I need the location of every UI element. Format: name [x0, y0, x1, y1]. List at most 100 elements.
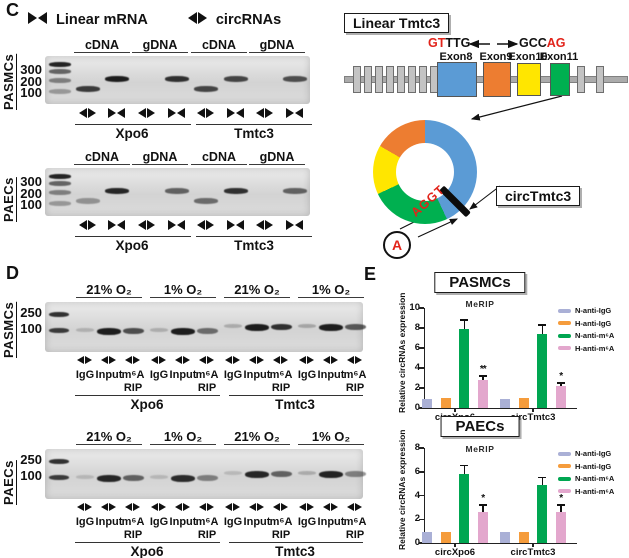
- lane-header-cdna: cDNA: [191, 150, 247, 165]
- rip-band: [319, 324, 343, 331]
- ladder-size-label: 200: [20, 186, 42, 201]
- divergent-arrows-icon: [125, 503, 140, 511]
- y-tick-label: 0: [414, 402, 420, 413]
- divergent-arrows-icon: [187, 11, 207, 29]
- legend-circrnas: circRNAs: [187, 11, 281, 29]
- lane-header-gdna: gDNA: [249, 38, 305, 53]
- lane-header-gdna: gDNA: [249, 150, 305, 165]
- bar-h-anti-m-a: [477, 380, 488, 408]
- convergent-arrows-icon: [108, 220, 125, 230]
- divergent-arrows-icon: [347, 503, 362, 511]
- lane-header-cdna: cDNA: [74, 38, 130, 53]
- rip-band: [270, 471, 292, 477]
- convergent-arrows-icon: [168, 108, 185, 118]
- rip-lane-label: IgG: [75, 369, 95, 381]
- y-tick-mark: [419, 307, 424, 309]
- divergent-arrows-icon: [323, 356, 338, 364]
- rip-label: RIP: [345, 529, 365, 541]
- y-tick-mark: [419, 447, 424, 449]
- pcr-band: [224, 76, 248, 82]
- convergent-arrows-icon: [168, 220, 185, 230]
- gel-panel-d-pasmcs: PASMCs 21% O₂ 1% O₂ 21% O₂ 1% O₂ 250 100 IgG In…: [0, 278, 372, 412]
- divergent-arrows-icon: [175, 503, 190, 511]
- divergent-arrows-icon: [77, 356, 92, 364]
- condition-header: 1% O₂: [150, 429, 216, 445]
- rip-lane-label: m⁶A: [195, 516, 219, 528]
- condition-header: 21% O₂: [76, 429, 142, 445]
- ladder-band: [49, 78, 71, 83]
- rip-lane-label: m⁶A: [121, 369, 145, 381]
- pcr-band: [283, 188, 307, 194]
- bar-n-anti-igg: [422, 399, 433, 408]
- y-tick-mark: [419, 347, 424, 349]
- divergent-arrows-icon: [79, 220, 96, 230]
- legend-item: H-anti-m⁶A: [558, 344, 614, 353]
- divergent-arrows-icon: [199, 503, 214, 511]
- legend-swatch: [558, 476, 571, 481]
- rip-lane-label: Input: [317, 369, 345, 381]
- divergent-arrows-icon: [125, 356, 140, 364]
- bar-h-anti-m-a: [477, 512, 488, 543]
- gene-group-label: Xpo6: [130, 397, 164, 412]
- legend-swatch: [558, 308, 571, 313]
- condition-header: 21% O₂: [76, 282, 142, 298]
- pcr-band: [194, 198, 218, 204]
- error-bar: [463, 465, 465, 475]
- x-tick-mark: [532, 408, 534, 412]
- convergent-arrows-icon: [28, 12, 47, 24]
- chart-subtitle: MeRIP: [465, 444, 495, 454]
- gene-group-label: Xpo6: [130, 544, 164, 558]
- splice-ttg: TTG: [445, 36, 471, 50]
- rip-lane-label: IgG: [297, 369, 317, 381]
- rip-band: [122, 328, 144, 334]
- exon-box-small: [375, 66, 383, 93]
- error-bar-cap: [538, 476, 547, 479]
- lane-header-gdna: gDNA: [132, 150, 188, 165]
- splice-gcc: GCC: [519, 36, 547, 50]
- rip-lane-label: Input: [169, 369, 197, 381]
- ladder-band: [49, 459, 69, 464]
- rip-band: [270, 324, 292, 330]
- rip-band: [224, 471, 242, 475]
- significance-label: *: [559, 493, 563, 504]
- circularization-arrow: [470, 95, 563, 121]
- legend-item: H-anti-m⁶A: [558, 487, 614, 496]
- pcr-band: [165, 188, 189, 194]
- gene-group-line: [229, 395, 363, 396]
- rip-label: RIP: [271, 382, 291, 394]
- y-tick-label: 0: [414, 537, 420, 548]
- rip-band: [76, 328, 94, 332]
- legend-swatch: [558, 321, 571, 325]
- legend-label: N-anti-m⁶A: [575, 474, 615, 483]
- pcr-band: [76, 86, 100, 92]
- lane-header-cdna: cDNA: [74, 150, 130, 165]
- rip-lane-label: m⁶A: [195, 369, 219, 381]
- primer-legend: Linear mRNA circRNAs: [28, 11, 281, 29]
- divergent-arrows-icon: [151, 503, 166, 511]
- convergent-arrows-icon: [286, 220, 303, 230]
- pcr-band: [224, 188, 248, 194]
- y-tick-label: 2: [414, 382, 420, 393]
- exon-box-small: [419, 66, 427, 93]
- error-bar: [560, 383, 562, 386]
- chart-title: PASMCs: [434, 272, 526, 293]
- y-tick-label: 10: [409, 302, 420, 313]
- ladder-band: [49, 69, 71, 74]
- pcr-band: [76, 198, 100, 204]
- divergent-arrows-icon: [187, 12, 207, 24]
- gene-group-label: Tmtc3: [234, 126, 274, 141]
- gene-group-line: [75, 395, 220, 396]
- divergent-arrows-icon: [256, 220, 273, 230]
- ladder-band: [49, 181, 71, 186]
- chart-paecs: PAECs MeRIP Relative circRNAs expression…: [388, 416, 629, 558]
- significance-label: **: [479, 364, 487, 375]
- plot-area: 0 2 4 6 8 circXpo6 circTmtc3 * *: [415, 442, 577, 558]
- ladder-size-label: 250: [20, 305, 42, 320]
- bar-n-anti-m-a: [537, 334, 548, 408]
- rip-lane-label: m⁶A: [121, 516, 145, 528]
- rip-label: RIP: [123, 382, 143, 394]
- lane-header-cdna: cDNA: [191, 38, 247, 53]
- pcr-band: [105, 76, 129, 82]
- exon-box-small: [397, 66, 405, 93]
